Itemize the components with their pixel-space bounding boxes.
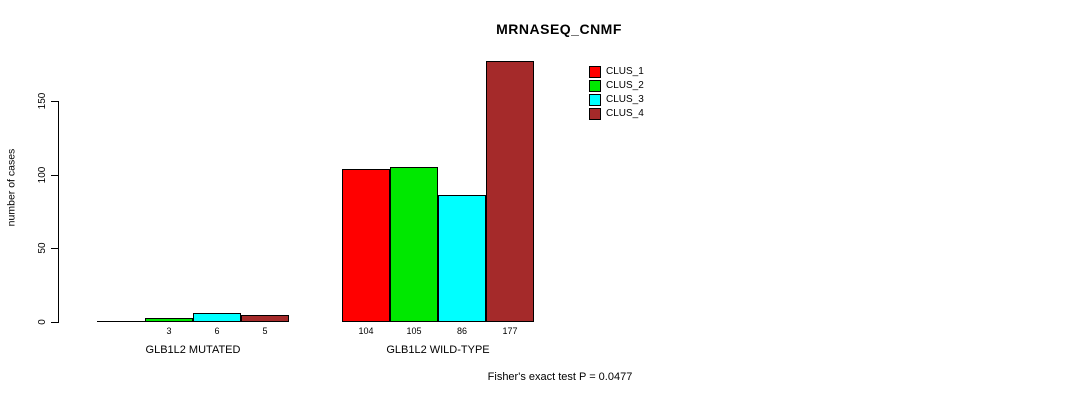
bar-value-label: 5 bbox=[262, 326, 268, 336]
legend-label: CLUS_2 bbox=[606, 80, 644, 91]
bar-clus_4 bbox=[241, 315, 289, 322]
y-tick-label: 150 bbox=[37, 92, 48, 110]
y-tick-label: 50 bbox=[37, 242, 48, 254]
bar-clus_1-zero bbox=[97, 321, 145, 322]
y-tick-label: 0 bbox=[37, 319, 48, 325]
bar-clus_2 bbox=[390, 167, 438, 322]
chart-title: MRNASEQ_CNMF bbox=[496, 21, 622, 37]
y-tick-label: 100 bbox=[37, 166, 48, 184]
bar-clus_1 bbox=[342, 169, 390, 322]
legend-label: CLUS_1 bbox=[606, 66, 644, 77]
bar-value-label: 86 bbox=[456, 326, 467, 336]
legend-row: CLUS_1 bbox=[589, 65, 644, 79]
legend-swatch-clus_1 bbox=[589, 66, 601, 78]
y-tick-mark bbox=[51, 101, 58, 102]
legend-swatch-clus_4 bbox=[589, 108, 601, 120]
bar-value-label: 3 bbox=[166, 326, 172, 336]
y-tick-mark bbox=[51, 248, 58, 249]
legend: CLUS_1 CLUS_2 CLUS_3 CLUS_4 bbox=[589, 65, 644, 121]
y-tick-mark bbox=[51, 322, 58, 323]
bar-clus_4 bbox=[486, 61, 534, 322]
legend-label: CLUS_4 bbox=[606, 108, 644, 119]
bar-value-label: 177 bbox=[502, 326, 518, 336]
y-tick-mark bbox=[51, 175, 58, 176]
bar-value-label: 6 bbox=[214, 326, 220, 336]
fisher-test-annotation: Fisher's exact test P = 0.0477 bbox=[487, 371, 633, 383]
bar-value-label: 104 bbox=[358, 326, 374, 336]
legend-label: CLUS_3 bbox=[606, 94, 644, 105]
legend-swatch-clus_3 bbox=[589, 94, 601, 106]
y-axis-line bbox=[58, 101, 59, 323]
bar-clus_3 bbox=[438, 195, 486, 322]
bar-value-label: 105 bbox=[406, 326, 422, 336]
group-label: GLB1L2 WILD-TYPE bbox=[386, 344, 490, 356]
legend-row: CLUS_2 bbox=[589, 79, 644, 93]
legend-swatch-clus_2 bbox=[589, 80, 601, 92]
legend-row: CLUS_3 bbox=[589, 93, 644, 107]
group-label: GLB1L2 MUTATED bbox=[145, 344, 241, 356]
legend-row: CLUS_4 bbox=[589, 107, 644, 121]
bar-clus_3 bbox=[193, 313, 241, 322]
bar-clus_2 bbox=[145, 318, 193, 322]
